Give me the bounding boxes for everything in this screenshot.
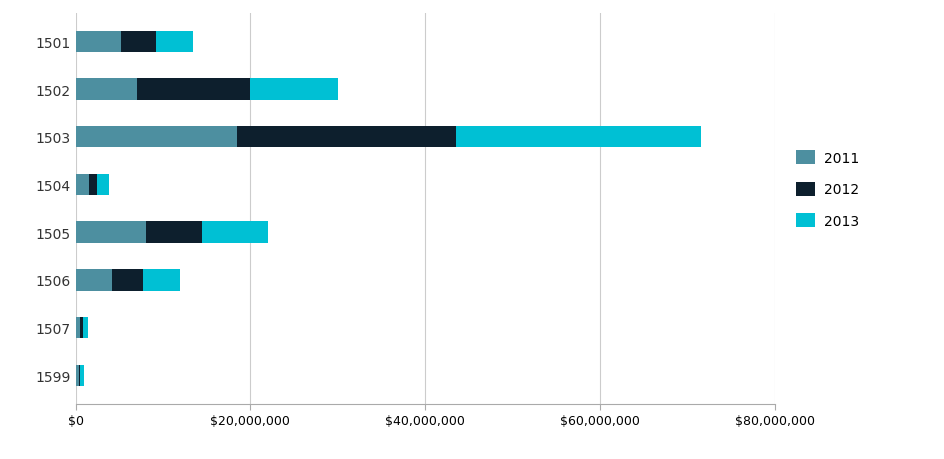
- Bar: [96, 174, 109, 196]
- Bar: [76, 79, 137, 101]
- Bar: [79, 365, 80, 386]
- Bar: [89, 174, 96, 196]
- Bar: [455, 127, 700, 148]
- Bar: [156, 32, 193, 53]
- Bar: [76, 32, 121, 53]
- Bar: [143, 269, 180, 291]
- Bar: [76, 222, 145, 243]
- Bar: [80, 365, 84, 386]
- Bar: [237, 127, 455, 148]
- Bar: [145, 222, 202, 243]
- Bar: [76, 365, 79, 386]
- Bar: [76, 317, 80, 339]
- Bar: [121, 32, 156, 53]
- Bar: [112, 269, 143, 291]
- Bar: [76, 127, 237, 148]
- Bar: [76, 269, 112, 291]
- Bar: [250, 79, 337, 101]
- Bar: [76, 174, 89, 196]
- Bar: [83, 317, 88, 339]
- Bar: [202, 222, 267, 243]
- Bar: [80, 317, 83, 339]
- Legend: 2011, 2012, 2013: 2011, 2012, 2013: [795, 151, 858, 228]
- Bar: [137, 79, 250, 101]
